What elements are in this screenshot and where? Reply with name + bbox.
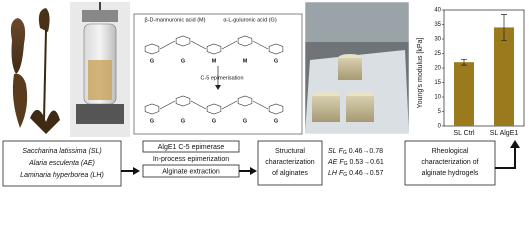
result: SL FG 0.46→0.78 [328, 148, 383, 156]
glycosidic-bond [190, 100, 207, 110]
unit-label: G [181, 58, 185, 64]
unit-label: G [150, 58, 154, 64]
measure: F [339, 148, 344, 155]
measure: F [339, 170, 344, 177]
arrow [495, 146, 516, 169]
structural-box [257, 140, 323, 186]
glycosidic-bond [252, 40, 269, 50]
y-tick-label: 25 [434, 51, 441, 57]
result: LH FG 0.46→0.57 [328, 170, 383, 178]
sugar-ring [175, 35, 191, 47]
glycosidic-bond [252, 100, 269, 110]
glycosidic-bond [221, 40, 238, 50]
sugar-ring [144, 43, 160, 55]
rheological: Rheological [432, 148, 469, 155]
subscript: G [343, 150, 347, 156]
glycosidic-bond [190, 40, 207, 50]
sugar-ring [237, 35, 253, 47]
arrowhead [133, 167, 140, 175]
sample: LH [328, 170, 338, 177]
y-tick-label: 15 [434, 80, 441, 86]
figure: β-D-mannuronic acid (M) α-L-guluronic ac… [2, 1, 525, 187]
guluronic-label: α-L-guluronic acid (G) [223, 17, 276, 23]
sample: SL [328, 148, 337, 155]
structural: Structural [275, 148, 305, 155]
unit-label: M [212, 58, 217, 64]
structural: of alginates [272, 170, 308, 177]
enzyme: AlgE1 C-5 epimerase [158, 144, 225, 151]
change: 0.46→0.57 [349, 170, 383, 177]
arrowhead [250, 167, 257, 175]
seaweed-photo [10, 8, 60, 134]
sugar-ring [206, 43, 222, 55]
sugar-ring [268, 43, 284, 55]
species: Saccharina latissima (SL) [22, 148, 101, 155]
bar [494, 27, 514, 126]
species: Alaria esculenta (AE) [28, 160, 95, 167]
bar [454, 62, 474, 126]
error-bar [461, 58, 467, 66]
mannuronic-label: β-D-mannuronic acid (M) [145, 17, 206, 23]
x-tick-label: SL Ctrl [453, 130, 475, 137]
structural: characterization [265, 159, 315, 166]
measure: F [339, 159, 344, 166]
y-tick-label: 10 [434, 95, 441, 101]
change: 0.46→0.78 [349, 148, 383, 155]
sugar-ring [175, 95, 191, 107]
unit-label: G [243, 118, 247, 124]
unit-label: G [181, 118, 185, 124]
subscript: G [343, 172, 347, 178]
subscript: G [344, 161, 348, 167]
enzyme-box [142, 140, 240, 153]
arrowhead [510, 140, 520, 148]
unit-label: G [150, 118, 154, 124]
sugar-ring [237, 95, 253, 107]
reaction-arrowhead [215, 85, 221, 90]
unit-label: G [274, 58, 278, 64]
reaction-label: C-5 epimerisation [200, 75, 243, 81]
glycosidic-bond [221, 100, 238, 110]
rheological: alginate hydrogels [422, 170, 479, 177]
y-tick-label: 30 [434, 37, 441, 43]
page: β-D-mannuronic acid (M) α-L-guluronic ac… [2, 1, 525, 187]
result: AE FG 0.53→0.61 [327, 159, 384, 167]
sugar-ring [144, 103, 160, 115]
unit-label: G [212, 118, 216, 124]
y-tick-label: 40 [434, 8, 441, 14]
y-tick-label: 20 [434, 66, 441, 72]
rheological: characterization of [421, 159, 478, 166]
y-axis-label: Young's modulus [kPa] [417, 38, 424, 109]
structure-rings: G G M M G G G G G G [144, 35, 284, 124]
sugar-ring [206, 103, 222, 115]
reactor-photo [70, 2, 130, 137]
process: In-process epimerization [153, 156, 229, 163]
sugar-ring [268, 103, 284, 115]
y-tick-label: 35 [434, 22, 441, 28]
extraction: Alginate extraction [162, 168, 220, 175]
unit-label: M [243, 58, 248, 64]
rheological-box [404, 140, 496, 186]
error-bar [501, 14, 507, 41]
sample: AE [327, 159, 338, 166]
glycosidic-bond [159, 100, 176, 110]
glycosidic-bond [159, 40, 176, 50]
x-tick-label: SL AlgE1 [490, 130, 519, 137]
change: 0.53→0.61 [350, 159, 384, 166]
y-tick-label: 0 [438, 124, 442, 130]
gel-photo [304, 1, 410, 135]
species-box [2, 140, 122, 187]
unit-label: G [274, 118, 278, 124]
bar-chart: 0 5 10 15 20 25 30 35 40 SL Ctrl SL AlgE1 [434, 8, 525, 137]
species: Laminaria hyperborea (LH) [20, 172, 104, 179]
y-tick-label: 5 [438, 109, 442, 115]
